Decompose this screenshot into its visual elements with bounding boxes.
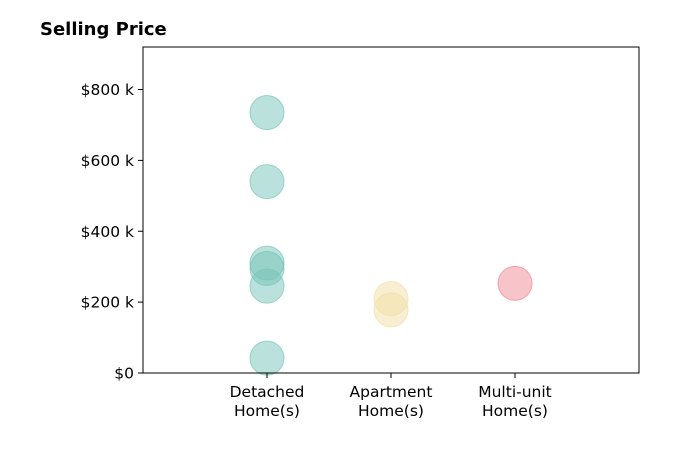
y-axis: $0 $200 k $400 k $600 k $800 k xyxy=(81,81,143,383)
data-point-0-0 xyxy=(249,95,285,131)
data-points xyxy=(249,95,533,376)
data-point-0-5 xyxy=(249,340,285,376)
x-tick-label-2-0: Multi-unit xyxy=(478,383,552,401)
x-tick-label-0-0: Detached xyxy=(230,383,305,401)
y-tick-label-1: $200 k xyxy=(81,294,134,312)
x-tick-label-1-1: Home(s) xyxy=(358,402,424,420)
y-tick-label-0: $0 xyxy=(114,365,134,383)
x-tick-label-2-1: Home(s) xyxy=(482,402,548,420)
data-point-1-1 xyxy=(373,292,409,328)
x-axis: DetachedHome(s)ApartmentHome(s)Multi-uni… xyxy=(230,373,552,420)
data-point-2-0 xyxy=(497,265,533,301)
x-tick-label-1-0: Apartment xyxy=(350,383,433,401)
data-point-0-1 xyxy=(249,164,285,200)
data-point-0-4 xyxy=(249,268,285,304)
y-tick-label-4: $800 k xyxy=(81,81,134,99)
x-tick-label-0-1: Home(s) xyxy=(234,402,300,420)
chart-title: Selling Price xyxy=(40,19,167,40)
y-tick-label-3: $600 k xyxy=(81,152,134,170)
y-tick-label-2: $400 k xyxy=(81,223,134,241)
